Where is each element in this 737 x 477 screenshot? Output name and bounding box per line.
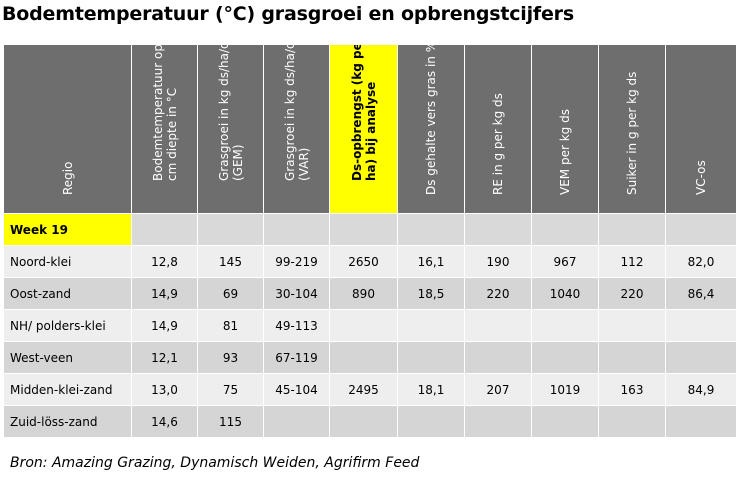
value-cell: 12,8 [131,245,198,278]
column-header-ds-opbrengst: Ds-opbrengst (kg per ha) bij analyse [329,44,398,214]
table-row: West-veen 12,1 93 67-119 [3,341,737,374]
value-cell: 967 [531,245,599,278]
value-cell [598,405,666,438]
value-cell: 99-219 [263,245,330,278]
value-cell: 145 [197,245,264,278]
column-header-grasgroei-var: Grasgroei in kg ds/ha/dag (VAR) [263,44,330,214]
table-row: Zuid-löss-zand 14,6 115 [3,405,737,438]
value-cell: 14,6 [131,405,198,438]
region-cell: Oost-zand [3,277,132,310]
value-cell: 69 [197,277,264,310]
value-cell: 13,0 [131,373,198,406]
value-cell: 82,0 [665,245,737,278]
week-cell [197,213,264,246]
table-row: Noord-klei 12,8 145 99-219 2650 16,1 190 967 112… [3,245,737,278]
column-header-re: RE in g per kg ds [464,44,532,214]
column-header-grasgroei-gem: Grasgroei in kg ds/ha/dag (GEM) [197,44,264,214]
value-cell: 30-104 [263,277,330,310]
week-row: Week 19 [3,213,737,246]
table-row: Oost-zand 14,9 69 30-104 890 18,5 220 1040 220 86… [3,277,737,310]
week-cell [263,213,330,246]
week-cell [665,213,737,246]
value-cell [464,309,532,342]
value-cell: 18,5 [397,277,465,310]
week-label: Week 19 [3,213,132,246]
table-row: Midden-klei-zand 13,0 75 45-104 2495 18,1 207 1… [3,373,737,406]
page-title: Bodemtemperatuur (°C) grasgroei en opbre… [2,3,574,25]
value-cell: 45-104 [263,373,330,406]
value-cell [531,309,599,342]
value-cell [263,405,330,438]
value-cell: 16,1 [397,245,465,278]
value-cell: 67-119 [263,341,330,374]
value-cell [665,341,737,374]
value-cell: 1040 [531,277,599,310]
value-cell: 163 [598,373,666,406]
value-cell [531,405,599,438]
source-caption: Bron: Amazing Grazing, Dynamisch Weiden,… [10,455,420,471]
week-cell [464,213,532,246]
value-cell: 115 [197,405,264,438]
value-cell [329,405,398,438]
value-cell [665,405,737,438]
region-cell: West-veen [3,341,132,374]
value-cell [598,341,666,374]
value-cell [598,309,666,342]
value-cell: 81 [197,309,264,342]
week-cell [598,213,666,246]
column-header-bodemtemperatuur: Bodemtemperatuur op 10 cm diepte in °C [131,44,198,214]
value-cell: 220 [598,277,666,310]
value-cell [397,309,465,342]
value-cell: 14,9 [131,309,198,342]
value-cell [329,341,398,374]
value-cell: 2495 [329,373,398,406]
region-cell: Midden-klei-zand [3,373,132,406]
value-cell: 890 [329,277,398,310]
value-cell [531,341,599,374]
column-header-regio: Regio [3,44,132,214]
value-cell [397,405,465,438]
table-row: NH/ polders-klei 14,9 81 49-113 [3,309,737,342]
region-cell: Noord-klei [3,245,132,278]
value-cell: 220 [464,277,532,310]
value-cell: 2650 [329,245,398,278]
value-cell: 1019 [531,373,599,406]
column-header-vc-os: VC-os [665,44,737,214]
value-cell: 12,1 [131,341,198,374]
value-cell: 75 [197,373,264,406]
value-cell [665,309,737,342]
value-cell [464,405,532,438]
value-cell: 18,1 [397,373,465,406]
region-cell: NH/ polders-klei [3,309,132,342]
value-cell: 112 [598,245,666,278]
value-cell: 190 [464,245,532,278]
value-cell: 49-113 [263,309,330,342]
value-cell [464,341,532,374]
column-header-suiker: Suiker in g per kg ds [598,44,666,214]
column-header-vem: VEM per kg ds [531,44,599,214]
data-table: Regio Bodemtemperatuur op 10 cm diepte i… [3,44,737,438]
week-cell [329,213,398,246]
value-cell: 207 [464,373,532,406]
value-cell: 84,9 [665,373,737,406]
week-cell [531,213,599,246]
week-cell [397,213,465,246]
value-cell: 86,4 [665,277,737,310]
header-row: Regio Bodemtemperatuur op 10 cm diepte i… [3,44,737,214]
value-cell: 14,9 [131,277,198,310]
value-cell: 93 [197,341,264,374]
value-cell [329,309,398,342]
week-cell [131,213,198,246]
column-header-ds-gehalte: Ds gehalte vers gras in % [397,44,465,214]
value-cell [397,341,465,374]
region-cell: Zuid-löss-zand [3,405,132,438]
